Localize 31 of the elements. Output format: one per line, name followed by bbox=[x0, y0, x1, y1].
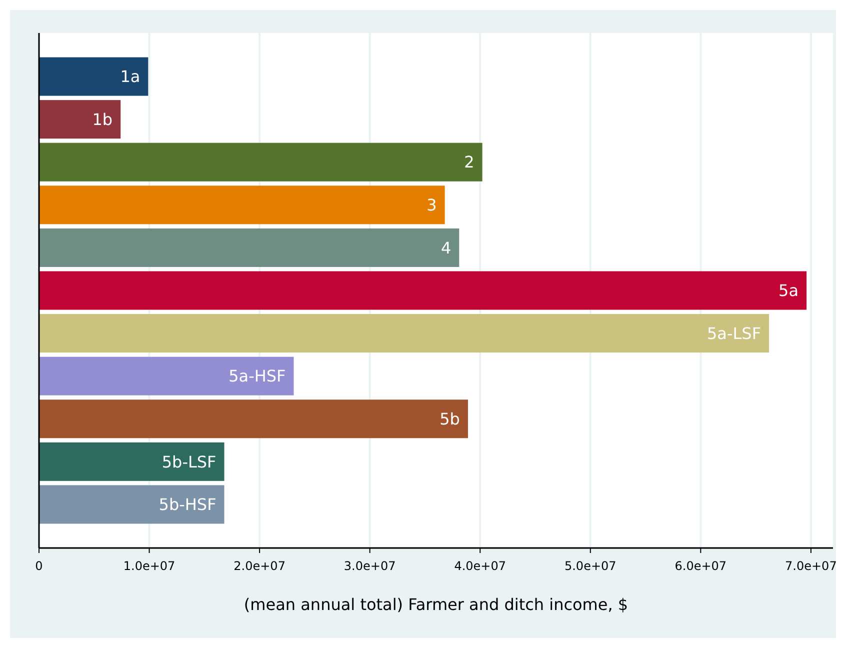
y-tick-label: 5a-LSF bbox=[707, 324, 762, 343]
bar bbox=[39, 271, 807, 310]
bar bbox=[39, 485, 224, 524]
x-tick-label: 2.0e+07 bbox=[234, 559, 286, 573]
x-tick-label: 4.0e+07 bbox=[454, 559, 506, 573]
x-tick-label: 0 bbox=[35, 559, 43, 573]
y-tick-label: 3 bbox=[426, 196, 437, 215]
y-tick-label: 4 bbox=[440, 238, 452, 258]
y-tick-label: 1b bbox=[92, 110, 113, 129]
x-axis-title: (mean annual total) Farmer and ditch income, $ bbox=[244, 595, 628, 614]
y-tick-label: 1a bbox=[120, 67, 140, 86]
y-tick-label: 5b bbox=[440, 409, 460, 428]
y-tick-label: 2 bbox=[464, 152, 474, 172]
bar bbox=[39, 400, 468, 438]
x-tick-label: 6.0e+07 bbox=[674, 559, 727, 573]
bar bbox=[39, 356, 294, 396]
y-tick-label: 5a-HSF bbox=[228, 366, 286, 386]
bar bbox=[39, 314, 770, 353]
x-tick-label: 1.0e+07 bbox=[123, 559, 176, 573]
bar bbox=[39, 142, 482, 182]
y-tick-label: 5b-LSF bbox=[162, 452, 216, 472]
x-tick-label: 3.0e+07 bbox=[344, 559, 396, 573]
x-tick-label: 5.0e+07 bbox=[564, 559, 616, 573]
bar bbox=[39, 100, 121, 139]
bar bbox=[39, 57, 148, 96]
bar bbox=[39, 186, 445, 224]
y-tick-label: 5b-HSF bbox=[158, 495, 216, 514]
y-tick-label: 5a bbox=[778, 281, 799, 300]
bar bbox=[39, 228, 460, 267]
x-tick-label: 7.0e+07 bbox=[785, 559, 837, 573]
bar bbox=[39, 442, 224, 481]
